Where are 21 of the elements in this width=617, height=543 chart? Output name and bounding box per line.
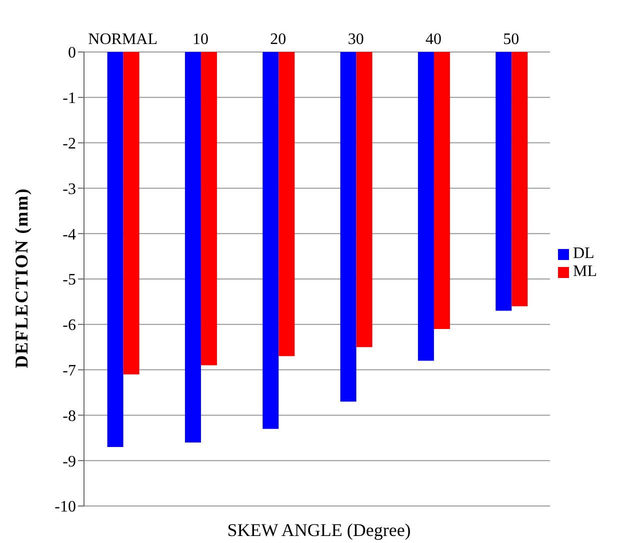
x-tick-label: 10: [192, 31, 208, 48]
x-tick-label: NORMAL: [88, 31, 158, 48]
y-tick-label: -8: [62, 408, 76, 425]
x-tick-label: 20: [270, 31, 286, 48]
legend-label: DL: [573, 245, 594, 262]
y-tick-label: -9: [62, 453, 76, 470]
y-tick-label: 0: [68, 44, 76, 62]
y-tick-label: -3: [62, 180, 76, 198]
x-axis-title: SKEW ANGLE (Degree): [226, 520, 412, 541]
y-tick-label: -1: [62, 90, 76, 108]
y-tick-label: -5: [62, 272, 76, 289]
y-tick-label: -7: [62, 362, 76, 380]
x-tick-label: 40: [426, 31, 442, 48]
y-tick-label: -10: [54, 498, 76, 516]
legend-label: ML: [573, 263, 597, 280]
y-axis-title: DEFLECTION (mm): [12, 188, 32, 368]
y-tick-label: -6: [62, 317, 76, 334]
y-tick-label: -2: [62, 135, 76, 152]
x-tick-label: 50: [503, 31, 520, 48]
y-tick-label: -4: [62, 226, 76, 244]
x-tick-label: 30: [348, 31, 364, 48]
